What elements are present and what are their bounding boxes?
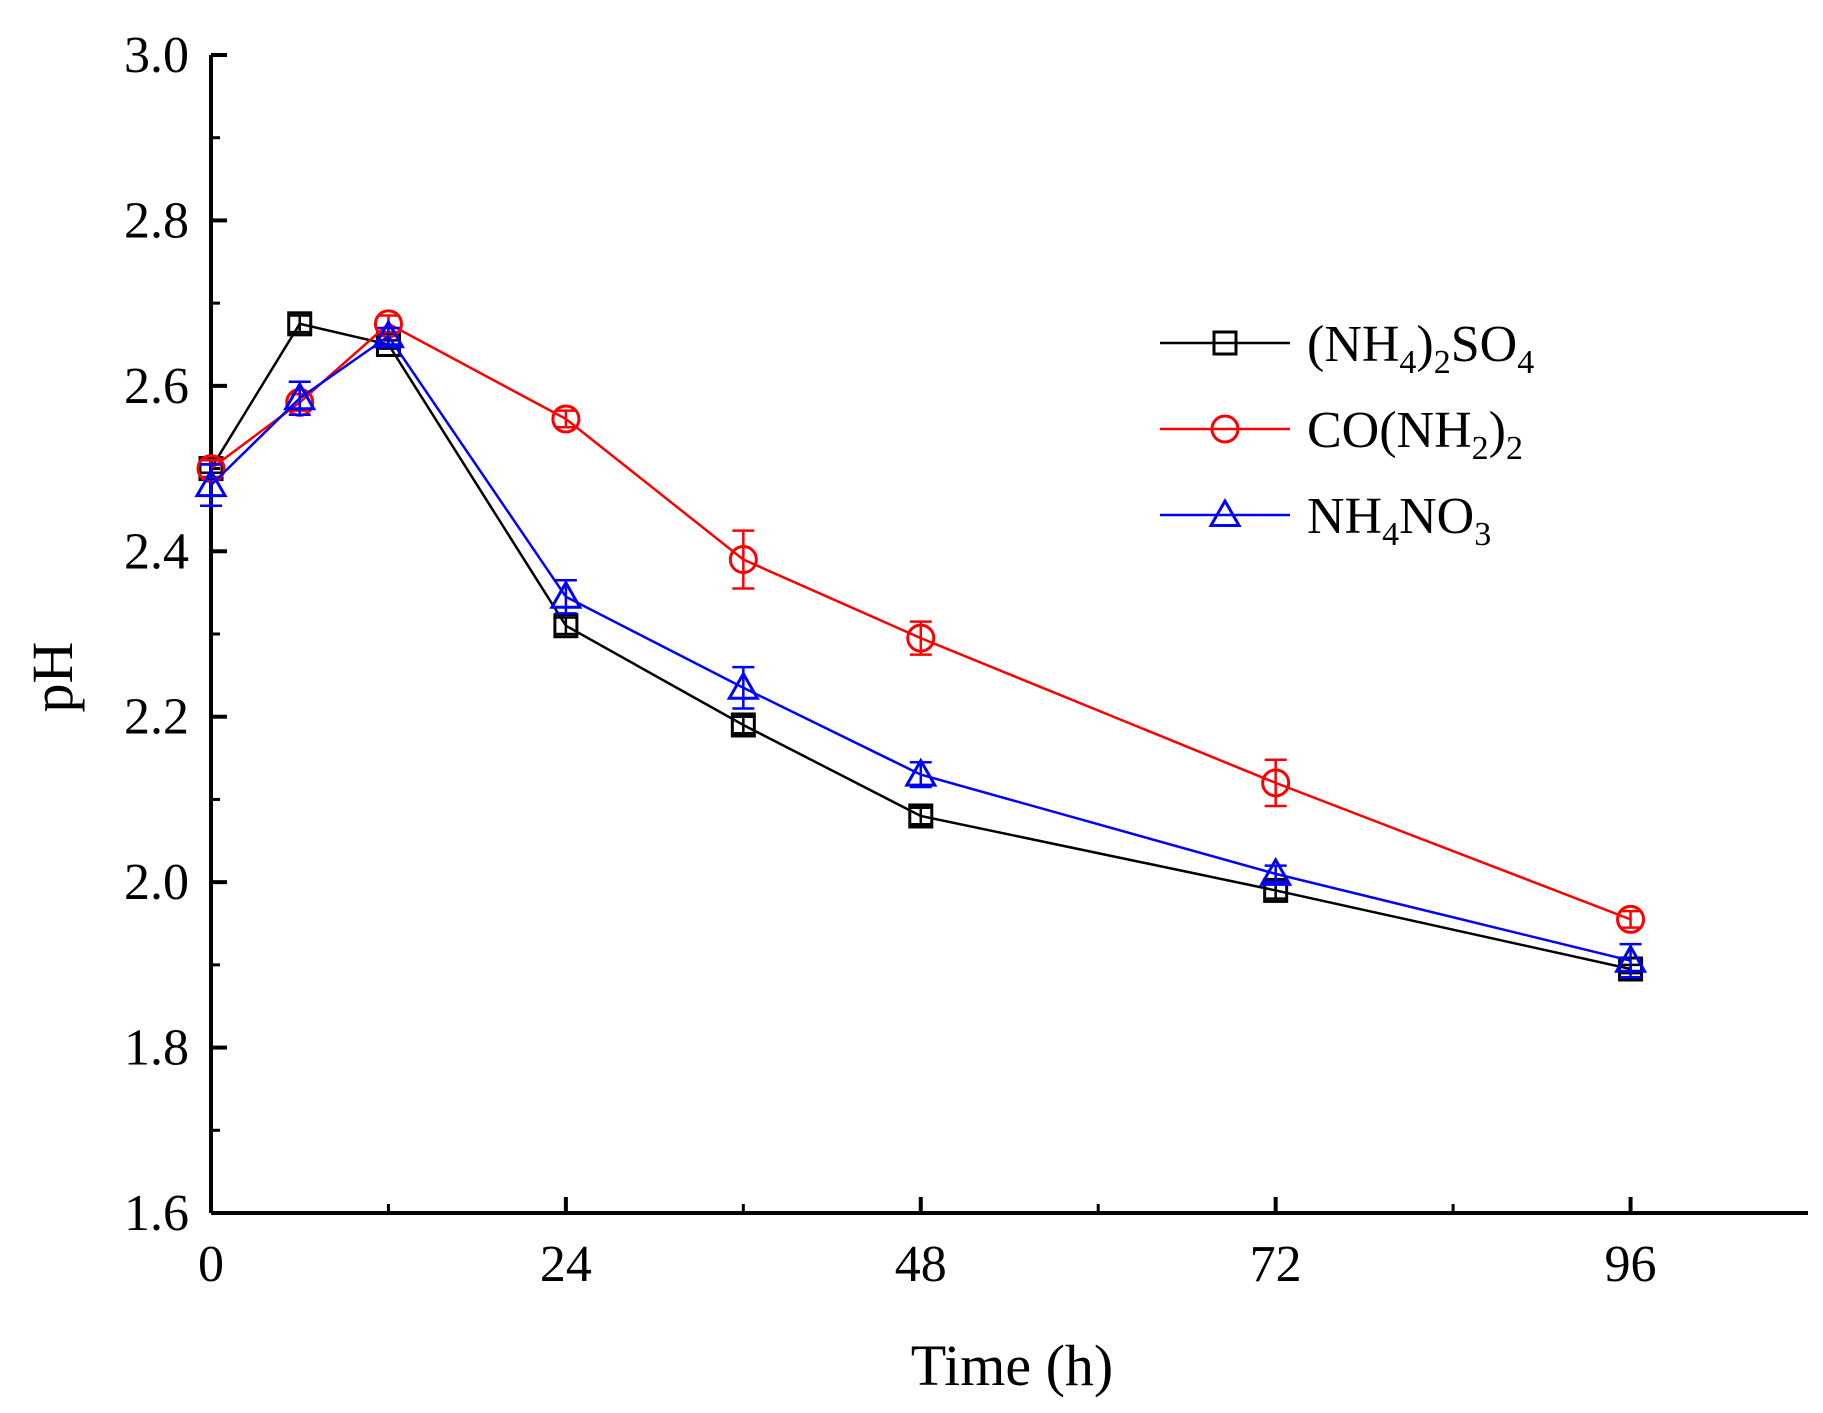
marker-square [730, 712, 756, 738]
legend: (NH4)2SO4 CO(NH2)2 NH4NO3 [1160, 316, 1534, 553]
y-axis-title: pH [20, 642, 85, 713]
x-tick-label: 48 [895, 1236, 947, 1293]
legend-item-2: NH4NO3 [1160, 488, 1491, 553]
marker-circle [906, 623, 936, 653]
y-tick-label: 2.2 [124, 689, 189, 746]
y-tick-label: 1.6 [124, 1185, 189, 1242]
y-tick-label: 3.0 [124, 27, 189, 84]
marker-circle [1616, 904, 1646, 934]
marker-triangle [194, 468, 228, 498]
marker-circle [1261, 768, 1291, 798]
marker-triangle [371, 319, 406, 349]
marker-circle [728, 545, 758, 575]
marker-square [553, 613, 579, 639]
series-2 [194, 319, 1648, 979]
y-tick-label: 2.0 [124, 854, 189, 911]
marker-triangle [283, 381, 317, 411]
y-tick-label: 2.8 [124, 192, 189, 249]
axes: 1.6 1.8 2.0 2.2 2.4 2.6 2.8 3.0 0 24 48 72 96 [124, 27, 1808, 1293]
x-axis-title: Time (h) [911, 1333, 1114, 1398]
marker-triangle [1259, 856, 1293, 886]
series-line [210, 334, 1631, 962]
marker-square [287, 311, 313, 337]
x-tick-label: 96 [1605, 1236, 1657, 1293]
marker-triangle [1613, 943, 1648, 973]
marker-triangle [904, 757, 938, 787]
y-tick-label: 2.6 [124, 358, 189, 415]
marker-triangle [726, 670, 760, 700]
y-tick-label: 2.4 [124, 523, 189, 580]
marker-triangle [1208, 497, 1242, 527]
legend-label: (NH4)2SO4 [1307, 316, 1534, 381]
marker-square [908, 803, 934, 829]
legend-label: NH4NO3 [1307, 488, 1491, 553]
series-layer [194, 309, 1648, 982]
marker-triangle [549, 579, 583, 609]
marker-square [1212, 330, 1238, 356]
marker-circle [551, 404, 581, 434]
series-line [209, 322, 1631, 971]
x-tick-label: 72 [1250, 1236, 1302, 1293]
y-tick-label: 1.8 [124, 1020, 189, 1077]
legend-item-0: (NH4)2SO4 [1160, 316, 1534, 381]
legend-item-1: CO(NH2)2 [1160, 402, 1523, 467]
x-tick-label: 0 [198, 1236, 224, 1293]
x-tick-label: 24 [540, 1236, 592, 1293]
marker-circle [1210, 414, 1240, 444]
legend-label: CO(NH2)2 [1307, 402, 1523, 467]
